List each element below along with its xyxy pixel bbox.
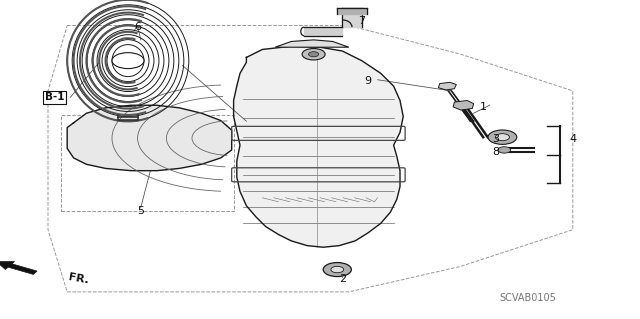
Text: 8: 8 bbox=[492, 146, 500, 157]
Text: 9: 9 bbox=[364, 76, 372, 86]
Polygon shape bbox=[337, 8, 367, 14]
Circle shape bbox=[323, 263, 351, 277]
Ellipse shape bbox=[488, 130, 517, 145]
Circle shape bbox=[302, 48, 325, 60]
Circle shape bbox=[498, 147, 511, 153]
Text: 1: 1 bbox=[480, 102, 486, 112]
Text: 2: 2 bbox=[339, 274, 346, 284]
Ellipse shape bbox=[495, 134, 509, 141]
Text: 6: 6 bbox=[134, 22, 141, 32]
Polygon shape bbox=[342, 8, 362, 27]
Text: B-1: B-1 bbox=[45, 92, 64, 102]
Polygon shape bbox=[275, 40, 349, 47]
Text: 3: 3 bbox=[493, 134, 499, 144]
Text: 7: 7 bbox=[358, 16, 365, 26]
Polygon shape bbox=[438, 82, 456, 90]
Polygon shape bbox=[67, 105, 232, 171]
Text: 5: 5 bbox=[138, 205, 144, 216]
Text: FR.: FR. bbox=[67, 272, 89, 286]
Polygon shape bbox=[304, 27, 342, 36]
Polygon shape bbox=[453, 100, 474, 110]
Circle shape bbox=[112, 53, 144, 69]
Circle shape bbox=[331, 266, 344, 273]
Text: 4: 4 bbox=[569, 134, 577, 144]
Polygon shape bbox=[0, 262, 37, 274]
Circle shape bbox=[308, 52, 319, 57]
Polygon shape bbox=[234, 46, 403, 247]
Text: SCVAB0105: SCVAB0105 bbox=[500, 293, 556, 303]
